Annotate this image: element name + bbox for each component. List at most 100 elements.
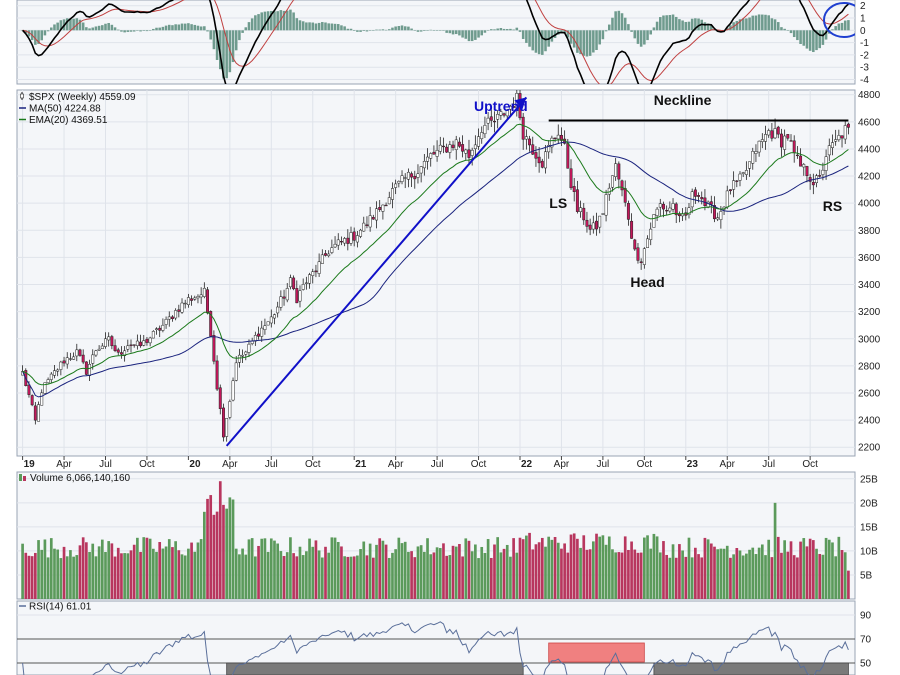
legend-candle-icon-body <box>20 93 24 99</box>
candle-body <box>81 354 85 363</box>
candle-body <box>196 296 200 299</box>
volume-bar <box>314 540 318 599</box>
candle <box>827 138 831 162</box>
candle-body <box>732 180 736 190</box>
candle <box>231 377 235 402</box>
candle-body <box>652 214 656 228</box>
candle <box>461 135 465 158</box>
volume-bar <box>681 550 684 599</box>
volume-bar <box>273 540 276 599</box>
volume-bar <box>215 511 219 599</box>
macd-histogram-bar <box>270 11 273 31</box>
macd-histogram-bar <box>694 18 697 31</box>
candle-body <box>368 215 372 228</box>
macd-histogram-bar <box>780 27 783 31</box>
macd-histogram-bar <box>741 18 745 31</box>
volume-bar <box>776 536 780 599</box>
candle <box>126 339 130 353</box>
volume-bar <box>582 535 586 599</box>
annotation-ls: LS <box>549 195 567 211</box>
candle-body <box>649 228 653 240</box>
volume-bar <box>655 536 659 599</box>
candle-body <box>410 173 414 178</box>
candle-body <box>282 296 286 299</box>
macd-histogram-bar <box>674 16 678 31</box>
macd-histogram-bar <box>327 23 330 31</box>
macd-histogram-bar <box>155 27 158 31</box>
rsi-overbought-fill <box>548 642 645 663</box>
macd-histogram-bar <box>505 29 509 31</box>
candle <box>151 330 155 339</box>
volume-bar <box>694 547 697 599</box>
uptrend-arrowhead <box>514 97 527 110</box>
volume-bar <box>649 548 653 599</box>
macd-histogram-bar <box>681 20 684 31</box>
macd-y-tick: -2 <box>860 50 869 61</box>
candle <box>786 134 790 141</box>
macd-histogram-bar <box>158 27 161 31</box>
candle-body <box>566 143 570 169</box>
candle-body <box>620 180 624 191</box>
macd-histogram-bar <box>126 30 130 32</box>
macd-histogram-bar <box>601 30 605 40</box>
candle-body <box>831 142 834 148</box>
candle-body <box>279 296 283 308</box>
macd-histogram-bar <box>199 26 203 31</box>
volume-bar <box>241 548 244 599</box>
candle <box>770 123 774 142</box>
macd-histogram-bar <box>301 21 305 31</box>
volume-bar <box>346 556 350 599</box>
macd-histogram-bar <box>295 18 299 31</box>
candle-body <box>37 404 40 422</box>
macd-histogram-bar <box>607 24 611 31</box>
x-tick-label: 20 <box>189 459 201 470</box>
macd-histogram-bar <box>710 25 713 31</box>
volume-bar <box>636 552 640 599</box>
volume-bar <box>531 549 535 599</box>
candle-body <box>378 207 382 210</box>
candle <box>107 332 111 347</box>
volume-y-tick: 25B <box>860 474 878 485</box>
candle-body <box>687 207 691 215</box>
volume-bar <box>164 546 168 599</box>
candle-body <box>595 220 598 230</box>
candle <box>572 177 576 202</box>
candle-body <box>559 135 563 141</box>
candle <box>646 235 649 248</box>
volume-bar <box>735 548 739 599</box>
candle-body <box>132 344 136 346</box>
macd-histogram-bar <box>566 30 570 38</box>
candle <box>273 313 276 325</box>
candle <box>744 161 748 180</box>
macd-histogram-bar <box>815 30 818 51</box>
macd-histogram-bar <box>738 19 742 31</box>
candle-body <box>359 229 363 237</box>
macd-histogram-bar <box>349 28 353 31</box>
volume-bar <box>442 543 445 599</box>
candle-body <box>502 113 506 116</box>
volume-bar <box>336 541 340 599</box>
price-y-tick: 4800 <box>858 90 881 101</box>
candle <box>728 189 732 195</box>
macd-histogram-bar <box>136 30 139 31</box>
candle <box>100 343 104 350</box>
macd-histogram-bar <box>85 27 88 31</box>
volume-bar <box>831 542 834 599</box>
volume-bar <box>697 554 700 599</box>
volume-bar <box>362 541 366 599</box>
candle <box>604 189 608 222</box>
x-tick-label: Jul <box>99 459 112 470</box>
macd-histogram-bar <box>234 30 238 51</box>
candle-body <box>403 177 407 179</box>
candle-body <box>107 336 111 341</box>
candle <box>435 140 439 162</box>
macd-histogram-bar <box>729 25 732 31</box>
candle <box>359 228 363 239</box>
candle-body <box>553 137 557 139</box>
candle <box>502 112 506 118</box>
candle <box>276 301 280 318</box>
volume-bar <box>502 548 506 599</box>
candle-body <box>505 109 509 117</box>
macd-histogram-bar <box>805 30 809 49</box>
candle-body <box>352 231 356 241</box>
